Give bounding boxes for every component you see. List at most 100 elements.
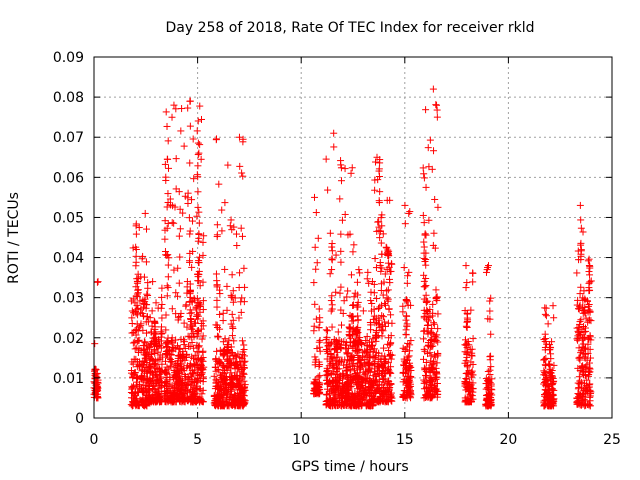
y-tick-label: 0.09 [53, 50, 84, 66]
data-point [240, 264, 248, 272]
data-point [133, 378, 141, 386]
data-point [356, 269, 364, 277]
data-point [328, 255, 336, 263]
data-point [132, 220, 140, 228]
data-point [230, 337, 238, 345]
data-point [420, 243, 428, 251]
data-point [134, 270, 142, 278]
data-point [196, 253, 204, 261]
data-point [328, 266, 336, 274]
data-point [184, 104, 192, 112]
data-point [385, 305, 393, 313]
data-point [145, 343, 153, 351]
data-point [158, 323, 166, 331]
data-point [195, 208, 203, 216]
data-point [359, 307, 367, 315]
data-point [384, 286, 392, 294]
data-point [166, 376, 174, 384]
data-point [316, 336, 324, 344]
data-point [430, 147, 438, 155]
data-point [178, 386, 186, 394]
data-point [215, 333, 223, 341]
x-tick-label: 15 [396, 432, 414, 448]
data-point [164, 219, 172, 227]
data-point [194, 188, 202, 196]
data-point [577, 247, 585, 255]
y-tick-label: 0.05 [53, 210, 84, 226]
data-point [154, 376, 162, 384]
data-point [139, 303, 147, 311]
data-point [148, 307, 156, 315]
data-point [236, 162, 244, 170]
data-point [141, 346, 149, 354]
data-point [422, 249, 430, 257]
data-point [127, 369, 135, 377]
data-point [310, 327, 318, 335]
data-point [315, 324, 323, 332]
data-point [586, 278, 594, 286]
data-point [151, 333, 159, 341]
data-point [162, 340, 170, 348]
data-point [433, 113, 441, 121]
data-point [550, 361, 558, 369]
data-point [215, 180, 223, 188]
data-point [132, 230, 140, 238]
data-point [142, 225, 150, 233]
data-point [386, 279, 394, 287]
data-point [405, 209, 413, 217]
data-point [163, 122, 171, 130]
data-point [189, 370, 197, 378]
data-point [179, 209, 187, 217]
data-point [228, 271, 236, 279]
data-point [171, 203, 179, 211]
data-point [326, 229, 334, 237]
data-point [341, 165, 349, 173]
data-point [348, 164, 356, 172]
data-point [139, 296, 147, 304]
data-point [337, 177, 345, 185]
data-point [223, 306, 231, 314]
data-point [172, 105, 180, 113]
data-point [150, 347, 158, 355]
data-point [139, 312, 147, 320]
data-point [199, 238, 207, 246]
data-point [164, 164, 172, 172]
chart-title: Day 258 of 2018, Rate Of TEC Index for r… [165, 20, 534, 36]
data-point [315, 305, 323, 313]
data-point [186, 257, 194, 265]
data-point [189, 217, 197, 225]
x-axis-label: GPS time / hours [291, 459, 408, 475]
data-point [172, 289, 180, 297]
data-point [137, 322, 145, 330]
data-point [367, 288, 375, 296]
data-point [135, 224, 143, 232]
data-point [167, 355, 175, 363]
data-point [216, 310, 224, 318]
data-point [162, 326, 170, 334]
data-point [349, 317, 357, 325]
data-point [213, 221, 221, 229]
data-point [462, 262, 470, 270]
data-point [157, 344, 165, 352]
data-point [235, 284, 243, 292]
data-point [221, 335, 229, 343]
data-point [218, 227, 226, 235]
x-tick-label: 0 [90, 432, 99, 448]
data-point [167, 347, 175, 355]
data-point [157, 304, 165, 312]
data-point [213, 303, 221, 311]
data-point [542, 312, 550, 320]
data-point [185, 214, 193, 222]
data-point [177, 364, 185, 372]
data-point [163, 155, 171, 163]
data-point [238, 169, 246, 177]
data-point [129, 374, 137, 382]
data-point [127, 401, 135, 409]
data-point [142, 258, 150, 266]
data-point [405, 268, 413, 276]
data-point [132, 243, 140, 251]
data-point [164, 384, 172, 392]
data-point [132, 402, 140, 410]
data-point [330, 129, 338, 137]
